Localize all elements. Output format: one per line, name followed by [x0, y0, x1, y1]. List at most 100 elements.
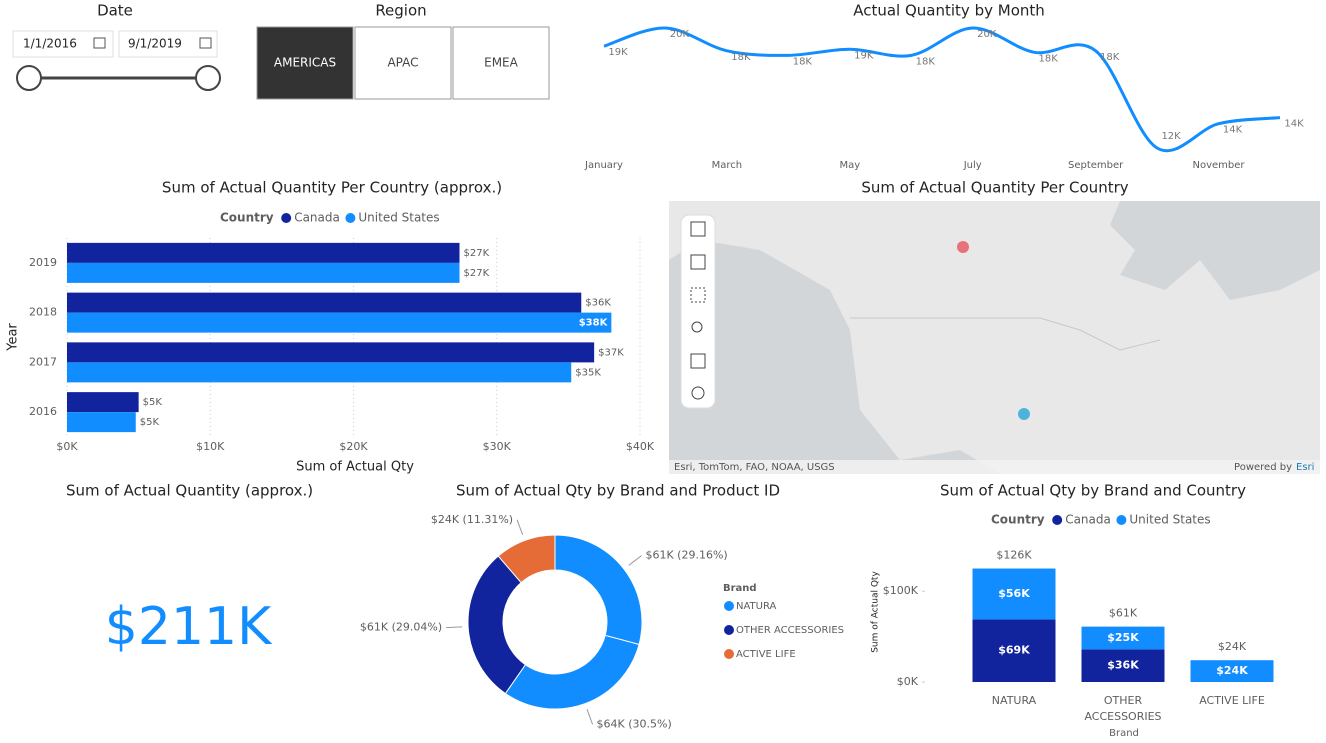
map-border [850, 317, 1161, 351]
data-label: 12K [1161, 131, 1181, 142]
region-button[interactable] [452, 26, 550, 100]
data-label: $56K [998, 587, 1030, 600]
legend-label: Canada [294, 211, 340, 225]
bar-segment [1081, 626, 1165, 650]
legend-marker [1052, 515, 1063, 525]
y-tick-label: 2019 [29, 256, 57, 269]
bar-segment [1081, 649, 1165, 682]
data-label: $37K [598, 347, 624, 358]
x-tick-label: November [1193, 160, 1246, 171]
bar [67, 362, 572, 383]
total-label: $61K [1109, 607, 1138, 620]
map-point-united-states[interactable] [1018, 408, 1030, 420]
legend-marker [724, 649, 734, 659]
x-tick-label: July [963, 160, 982, 171]
chart-button[interactable] [690, 353, 706, 369]
chart-title: Sum of Actual Quantity (approx.) [66, 482, 313, 500]
data-label: $61K (29.16%) [645, 549, 727, 562]
x-tick-label: $30K [483, 440, 512, 453]
x-tick-label-box: ACTIVE LIFE [1199, 694, 1265, 707]
data-label: $24K [1216, 664, 1248, 677]
x-tick-label: January [584, 160, 623, 171]
leader-line [516, 519, 524, 535]
start-date-box[interactable] [12, 30, 114, 58]
data-label: 20K [977, 29, 997, 40]
x-tick-label: May [839, 160, 860, 171]
data-label: $27K [464, 248, 490, 259]
y-tick-label: 2017 [29, 355, 57, 368]
qr-button[interactable] [690, 254, 706, 270]
region-option[interactable]: APAC [387, 56, 418, 70]
legend-marker [281, 213, 292, 223]
data-label: $27K [464, 268, 490, 279]
data-label: $69K [998, 644, 1030, 657]
legend-marker [1116, 515, 1127, 525]
legend-label: NATURA [736, 601, 777, 612]
donut-slice [504, 634, 640, 710]
locate-button[interactable] [691, 386, 705, 400]
legend-title: Country [220, 211, 274, 225]
data-label: $38K [579, 318, 609, 329]
y-tick-label: 2018 [29, 306, 57, 319]
data-label: $61K (29.04%) [360, 621, 442, 634]
x-tick-label: $40K [626, 440, 655, 453]
x-tick-label: $20K [339, 440, 368, 453]
region-option[interactable]: EMEA [484, 56, 519, 70]
region-button[interactable] [354, 26, 452, 100]
total-label: $126K [996, 549, 1032, 562]
legend-marker [345, 213, 356, 223]
map-title: Sum of Actual Quantity Per Country [861, 179, 1128, 197]
slider-handle[interactable] [16, 65, 42, 91]
legend-marker [724, 601, 734, 611]
bar [67, 292, 582, 313]
x-tick-label: March [712, 160, 742, 171]
data-label: 19K [854, 50, 874, 61]
x-tick-label: NATURA [991, 694, 1037, 707]
x-tick-label-box: NATURA [991, 694, 1037, 707]
bar [67, 262, 460, 283]
data-label: $25K [1107, 631, 1139, 644]
bar [67, 342, 595, 363]
data-label: 18K [1039, 53, 1059, 64]
slider-handle[interactable] [195, 65, 221, 91]
leader-line [586, 709, 593, 725]
card-value: $211K [105, 597, 273, 657]
esri-link[interactable]: Esri [1296, 462, 1314, 473]
data-label: $35K [575, 367, 601, 378]
map-point-canada[interactable] [957, 241, 969, 253]
leader-line [446, 626, 463, 629]
calendar-icon[interactable] [93, 37, 106, 49]
map[interactable]: Esri, TomTom, FAO, NOAA, USGS Powered by… [669, 201, 1320, 474]
data-label: 18K [793, 56, 813, 67]
map-toolbar [680, 214, 716, 409]
region-option[interactable]: AMERICAS [274, 56, 336, 70]
select-button[interactable] [690, 287, 706, 303]
end-date-box[interactable] [118, 30, 218, 58]
layers-button[interactable] [690, 221, 706, 237]
donut-slice [554, 534, 643, 646]
region-button[interactable] [256, 26, 354, 100]
legend-label: Canada [1065, 513, 1111, 527]
data-label: 18K [731, 52, 751, 63]
data-label: $5K [140, 417, 160, 428]
y-axis-title: Sum of Actual Qty [871, 571, 881, 653]
search-button[interactable] [691, 321, 703, 333]
attribution-bar [669, 460, 1320, 474]
calendar-icon[interactable] [199, 37, 212, 49]
x-tick-label: OTHER ACCESSORIES [1084, 694, 1162, 723]
x-tick-label: $0K [56, 440, 78, 453]
data-label: $5K [143, 397, 163, 408]
data-label: 18K [916, 56, 936, 67]
y-axis-title: Year [6, 323, 21, 352]
bar [67, 312, 612, 333]
x-tick-label: $10K [196, 440, 225, 453]
donut-slice [497, 534, 556, 584]
bar-segment [972, 568, 1056, 620]
start-date[interactable]: 1/1/2016 [23, 37, 77, 51]
data-label: 19K [608, 47, 628, 58]
date-slicer-title: Date [97, 2, 133, 20]
bar [67, 242, 460, 263]
end-date[interactable]: 9/1/2019 [128, 37, 182, 51]
data-label: 18K [1100, 52, 1120, 63]
